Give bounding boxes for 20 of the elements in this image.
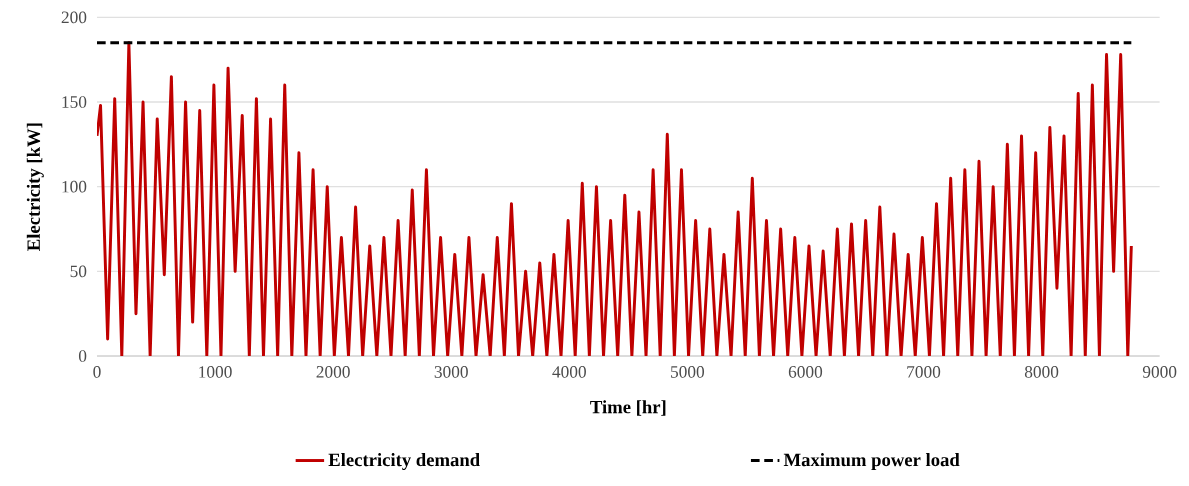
legend-label: Electricity demand xyxy=(328,453,480,471)
x-tick-label: 1000 xyxy=(199,366,232,378)
x-tick-label: 8000 xyxy=(1024,366,1059,378)
y-tick-label: 150 xyxy=(62,96,87,108)
x-tick-label: 2000 xyxy=(316,366,350,378)
x-axis-title: Time [hr] xyxy=(590,400,666,416)
x-tick-label: 0 xyxy=(93,366,101,378)
y-axis-title: Electricity [kW] xyxy=(26,123,44,251)
y-tick-label: 0 xyxy=(78,350,87,362)
x-tick-label: 4000 xyxy=(552,366,586,378)
x-tick-label: 5000 xyxy=(671,366,705,378)
y-tick-label: 200 xyxy=(61,11,87,24)
x-tick-label: 6000 xyxy=(788,366,823,378)
legend-label: Maximum power load xyxy=(783,453,960,470)
x-tick-label: 3000 xyxy=(434,366,468,378)
y-tick-label: 50 xyxy=(70,265,87,278)
x-tick-label: 9000 xyxy=(1142,366,1177,378)
x-tick-label: 7000 xyxy=(907,366,941,378)
y-tick-label: 100 xyxy=(62,180,87,193)
line-series xyxy=(97,41,1133,356)
